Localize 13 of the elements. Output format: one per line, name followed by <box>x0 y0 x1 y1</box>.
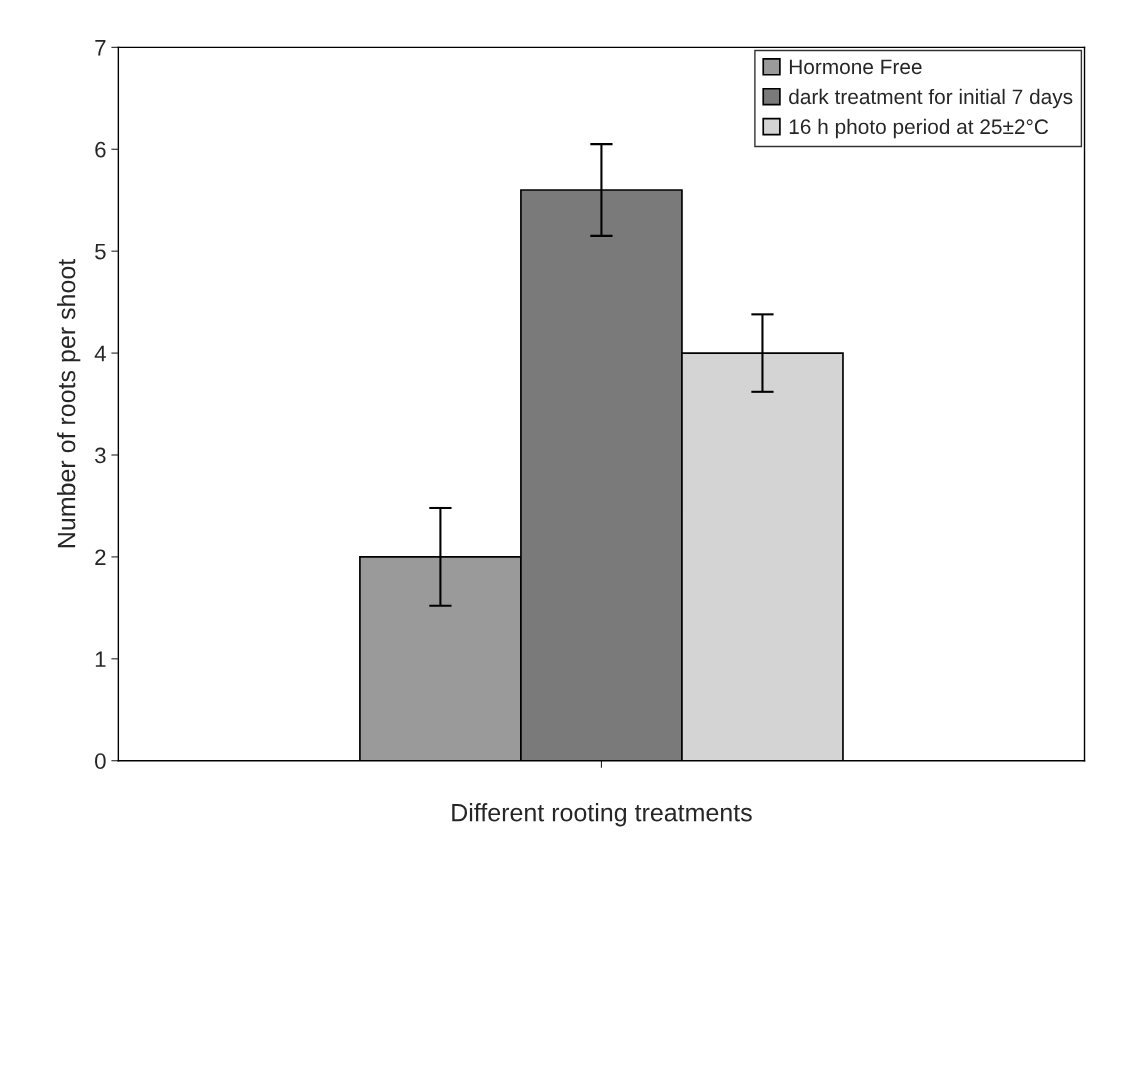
legend-label: Hormone Free <box>789 59 922 75</box>
y-axis-title: Number of roots per shoot <box>57 259 81 548</box>
y-tick-label: 7 <box>95 40 106 56</box>
y-tick-label: 1 <box>95 651 106 667</box>
y-tick-label: 5 <box>95 243 106 260</box>
x-axis-title: Different rooting treatments <box>452 803 752 827</box>
legend-label: dark treatment for initial 7 days <box>789 88 1073 109</box>
y-tick-label: 3 <box>95 447 106 464</box>
legend-label: 16 h photo period at 25±2°C <box>789 118 1049 139</box>
y-tick-label: 4 <box>94 345 106 362</box>
y-tick-label: 0 <box>95 753 106 769</box>
y-tick-label: 6 <box>95 141 106 158</box>
y-tick-label: 2 <box>95 549 106 565</box>
